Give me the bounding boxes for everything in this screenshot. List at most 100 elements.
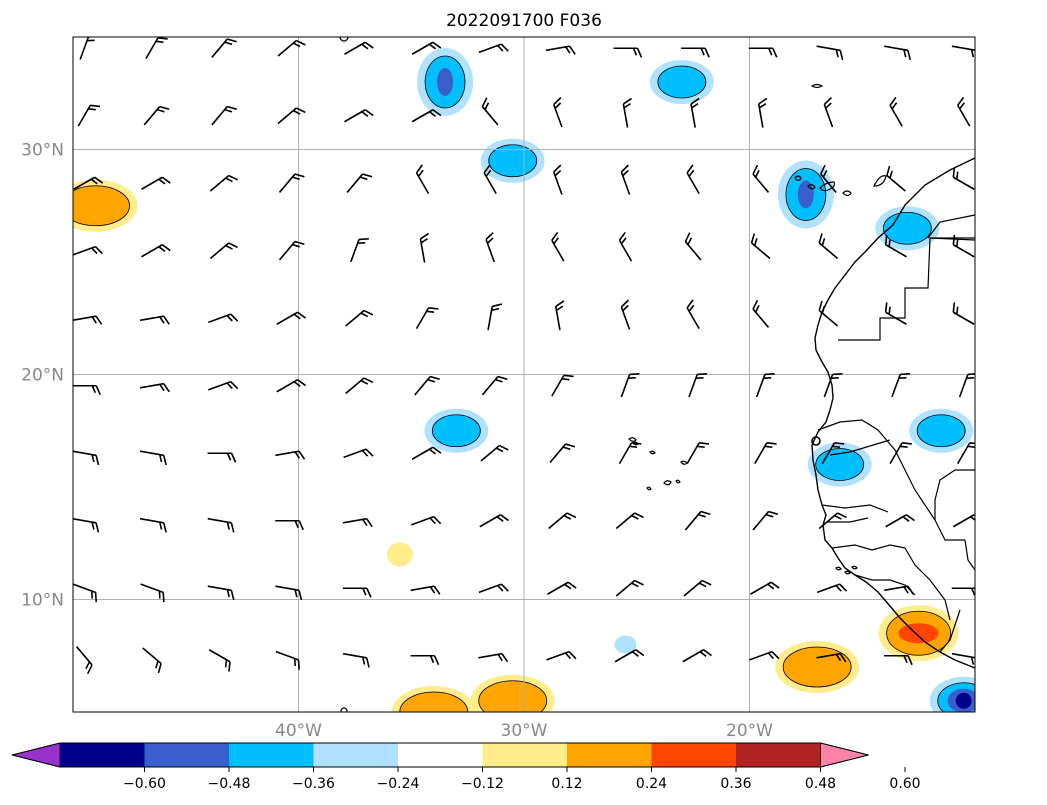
wind-barb [686, 164, 700, 195]
wind-barb [750, 233, 771, 260]
island [873, 175, 887, 187]
wind-barb [884, 585, 915, 595]
wind-barb [615, 512, 644, 530]
wind-barb [140, 583, 165, 603]
wind-barb [211, 38, 237, 58]
border [854, 574, 916, 596]
wind-barb [419, 232, 430, 263]
wind-barb [342, 652, 370, 668]
island [628, 437, 637, 442]
wind-barb [613, 47, 643, 58]
wind-barb [141, 176, 171, 190]
wind-barb [275, 650, 300, 670]
colorbar: −0.60 −0.48 −0.36 −0.24 −0.12 0.12 0.24 0.36 0.4… [11, 742, 921, 792]
longitude-label: 40°W [275, 721, 322, 741]
wind-barb [139, 450, 167, 466]
wind-barb [752, 299, 770, 328]
wind-barb [139, 517, 167, 533]
colorbar-tick-label: −0.24 [377, 776, 420, 792]
anomaly-contour [916, 414, 966, 448]
anomaly-contour [399, 691, 469, 712]
wind-barb [278, 173, 305, 193]
anomaly-contour [815, 448, 865, 481]
wind-barb [552, 97, 563, 128]
anomaly-contour [73, 185, 130, 227]
wind-barb [481, 97, 499, 126]
wind-barb [207, 517, 235, 533]
wind-barb [952, 302, 975, 325]
wind-barb [958, 372, 975, 398]
latitude-label: 30°N [21, 141, 64, 161]
wind-barb [823, 97, 834, 128]
border [821, 504, 889, 513]
wind-barb [620, 299, 631, 330]
wind-barb [552, 164, 563, 195]
anomaly-contour [386, 542, 413, 567]
wind-barb [885, 514, 915, 528]
wind-barb [207, 585, 235, 601]
wind-barb [141, 244, 171, 258]
island [646, 486, 652, 491]
wind-barb [73, 315, 103, 325]
colorbar-tick-label: −0.48 [208, 776, 251, 792]
wind-barb [479, 514, 510, 528]
wind-barb [342, 587, 372, 598]
wind-barb [686, 299, 700, 330]
wind-barb [209, 242, 238, 260]
wind-barb [951, 45, 975, 61]
colorbar-segment [567, 743, 652, 767]
wind-barb [951, 587, 975, 598]
wind-barb [277, 39, 306, 57]
wind-barb [884, 654, 913, 666]
wind-barb [554, 300, 565, 331]
latitude-label: 20°N [21, 366, 64, 386]
wind-barb [485, 232, 496, 263]
wind-barb [755, 372, 775, 398]
wind-barb [410, 515, 442, 526]
wind-barb [620, 164, 631, 195]
wind-barb [344, 109, 374, 123]
wind-barb [614, 649, 645, 663]
wind-barb [549, 443, 576, 463]
wind-barb [818, 233, 839, 260]
wind-barb [548, 512, 577, 530]
wind-barb [73, 517, 100, 533]
wind-barb [952, 167, 975, 190]
wind-barb [749, 581, 780, 595]
wind-barb [415, 164, 430, 195]
wind-barb [142, 647, 162, 674]
wind-barb [345, 309, 374, 327]
island [835, 566, 842, 571]
wind-barb [276, 379, 307, 393]
wind-barb [208, 313, 239, 324]
wind-barb [816, 45, 844, 61]
wind-barb [622, 97, 633, 128]
wind-barb [75, 646, 93, 675]
border [904, 547, 951, 621]
wind-barb [145, 37, 168, 60]
island [340, 707, 348, 712]
wind-barb [684, 232, 702, 261]
wind-barb [952, 514, 975, 528]
wind-barb [411, 109, 442, 123]
wind-barb [886, 165, 906, 192]
anomaly-contour [478, 680, 548, 712]
wind-barb [951, 652, 975, 668]
colorbar-tick-label: 0.36 [720, 776, 751, 792]
wind-barb [889, 442, 912, 465]
anomaly-contour [782, 646, 852, 688]
wind-barb [411, 41, 442, 55]
border [829, 439, 891, 456]
map-frame [72, 36, 976, 713]
wind-barb [277, 107, 306, 125]
wind-barb [73, 176, 104, 190]
wind-barb [957, 96, 971, 127]
border [817, 419, 965, 541]
wind-barb [410, 654, 440, 666]
wind-barb [752, 164, 770, 193]
wind-barb [209, 174, 238, 192]
wind-barb [276, 311, 307, 325]
wind-barb [73, 384, 102, 396]
island [842, 190, 852, 197]
wind-barb [342, 517, 373, 528]
